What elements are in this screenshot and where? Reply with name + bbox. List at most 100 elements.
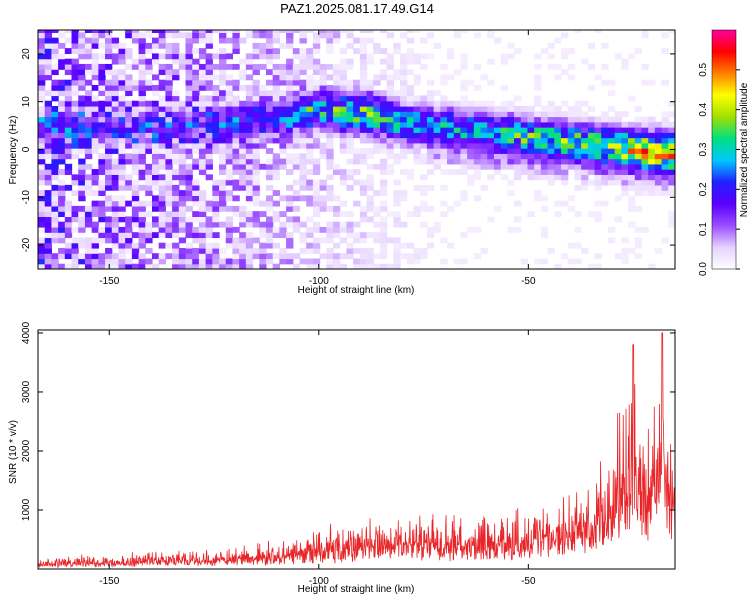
heatmap-cell — [44, 232, 53, 239]
heatmap-cell — [366, 30, 374, 33]
heatmap-cell — [118, 216, 126, 223]
heatmap-cell — [158, 95, 166, 102]
heatmap-cell — [58, 132, 66, 139]
heatmap-cell — [198, 95, 207, 102]
heatmap-cell — [158, 37, 166, 44]
heatmap-cell — [547, 247, 555, 254]
heatmap-cell — [245, 121, 254, 128]
heatmap-cell — [185, 127, 193, 133]
heatmap-cell — [406, 48, 415, 55]
colorbar-tick-label: 0.2 — [698, 182, 709, 196]
heatmap-cell — [185, 169, 193, 175]
heatmap-cell — [420, 121, 428, 128]
heatmap-cell — [265, 169, 274, 175]
heatmap-cell — [621, 127, 629, 133]
heatmap-cell — [252, 169, 260, 175]
heatmap-cell — [138, 79, 146, 86]
heatmap-cell — [440, 95, 448, 102]
heatmap-cell — [178, 116, 187, 123]
x-tick-label: -100 — [309, 276, 329, 287]
heatmap-cell — [654, 174, 663, 181]
heatmap-cell — [51, 69, 59, 76]
heatmap-cell — [225, 179, 234, 186]
heatmap-cell — [118, 106, 126, 112]
heatmap-cell — [51, 53, 59, 60]
heatmap-cell — [607, 148, 616, 154]
heatmap-cell — [312, 137, 321, 144]
heatmap-cell — [145, 42, 153, 49]
heatmap-cell — [219, 158, 227, 165]
y-tick-label: -20 — [21, 237, 32, 252]
heatmap-cell — [44, 32, 53, 39]
heatmap-cell — [105, 30, 113, 33]
heatmap-cell — [44, 153, 53, 160]
heatmap-cell — [426, 158, 435, 165]
heatmap-cell — [58, 179, 66, 186]
heatmap-cell — [185, 195, 193, 202]
heatmap-cell — [44, 179, 53, 186]
heatmap-cell — [433, 158, 441, 165]
heatmap-cell — [359, 132, 368, 139]
heatmap-cell — [487, 137, 495, 144]
heatmap-cell — [386, 153, 394, 160]
heatmap-cell — [245, 63, 254, 70]
heatmap-cell — [38, 200, 46, 207]
heatmap-cell — [400, 148, 408, 154]
heatmap-cell — [111, 84, 120, 91]
heatmap-cell — [205, 79, 213, 86]
snr-line — [38, 332, 675, 569]
heatmap-cell — [359, 84, 368, 91]
heatmap-cell — [259, 247, 267, 254]
heatmap-cell — [212, 200, 220, 207]
heatmap-cell — [554, 37, 562, 44]
heatmap-cell — [172, 48, 180, 55]
heatmap-cell — [78, 132, 86, 139]
heatmap-cell — [648, 137, 656, 144]
heatmap-cell — [198, 232, 207, 239]
heatmap-cell — [601, 158, 609, 165]
heatmap-cell — [393, 100, 401, 107]
heatmap-cell — [440, 258, 448, 265]
heatmap-cell — [158, 184, 166, 191]
heatmap-cell — [38, 153, 46, 160]
heatmap-cell — [299, 163, 307, 170]
heatmap-cell — [71, 153, 79, 160]
heatmap-cell — [567, 74, 576, 81]
heatmap-cell — [225, 137, 234, 144]
heatmap-cell — [71, 247, 79, 254]
heatmap-cell — [393, 247, 401, 254]
heatmap-cell — [668, 179, 675, 186]
heatmap-cell — [426, 116, 435, 123]
heatmap-cell — [178, 179, 187, 186]
heatmap-cell — [58, 232, 66, 239]
colorbar: 0.00.10.20.30.40.5 Normalized spectral a… — [698, 29, 750, 276]
heatmap-cell — [426, 132, 435, 139]
heatmap-cell — [245, 148, 254, 154]
heatmap-cell — [406, 258, 415, 265]
heatmap-cell — [44, 216, 53, 223]
heatmap-cell — [561, 158, 569, 165]
heatmap-cell — [111, 179, 120, 186]
heatmap-cell — [460, 148, 468, 154]
heatmap-cell — [192, 95, 200, 102]
heatmap-cell — [540, 132, 549, 139]
heatmap-cell — [373, 232, 381, 239]
heatmap-cell — [105, 216, 113, 223]
heatmap-cell — [292, 253, 301, 260]
heatmap-cell — [400, 169, 408, 175]
heatmap-cell — [272, 30, 280, 33]
heatmap-cell — [172, 195, 180, 202]
heatmap-cell — [138, 169, 146, 175]
heatmap-cell — [131, 158, 140, 165]
heatmap-cell — [212, 179, 220, 186]
heatmap-cell — [493, 153, 502, 160]
heatmap-cell — [353, 148, 361, 154]
heatmap-cell — [386, 111, 394, 118]
heatmap-cell — [178, 195, 187, 202]
heatmap-cell — [500, 100, 508, 107]
heatmap-cell — [38, 79, 46, 86]
heatmap-cell — [98, 84, 106, 91]
heatmap-cell — [587, 127, 596, 133]
heatmap-cell — [426, 121, 435, 128]
heatmap-cell — [306, 106, 314, 112]
